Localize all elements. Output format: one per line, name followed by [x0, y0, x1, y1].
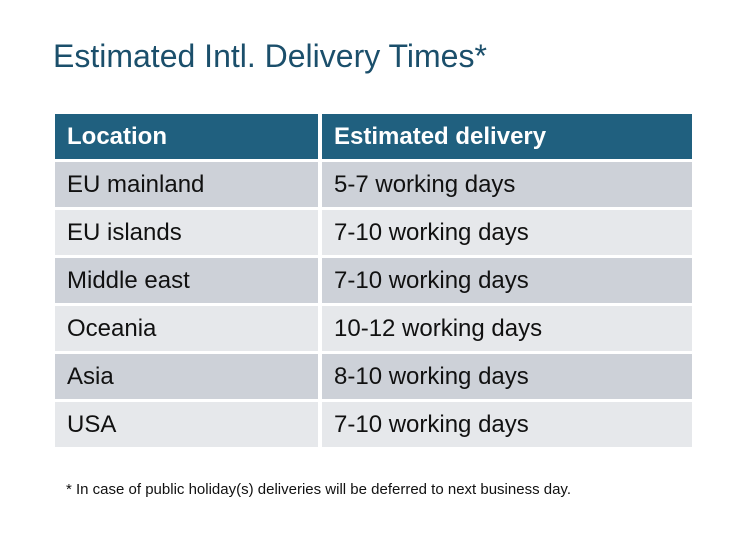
location-cell: Asia	[55, 354, 318, 399]
location-cell: Middle east	[55, 258, 318, 303]
delivery-cell: 5-7 working days	[322, 162, 692, 207]
table-row: EU mainland 5-7 working days	[55, 162, 692, 207]
delivery-cell: 7-10 working days	[322, 402, 692, 447]
page-title: Estimated Intl. Delivery Times*	[53, 38, 487, 74]
table-header-row: Location Estimated delivery	[55, 114, 692, 159]
header-estimated-delivery: Estimated delivery	[322, 114, 692, 159]
delivery-times-table: Location Estimated delivery EU mainland …	[51, 111, 696, 450]
location-cell: EU islands	[55, 210, 318, 255]
table-row: EU islands 7-10 working days	[55, 210, 692, 255]
header-location: Location	[55, 114, 318, 159]
delivery-cell: 8-10 working days	[322, 354, 692, 399]
table-row: Asia 8-10 working days	[55, 354, 692, 399]
footnote: * In case of public holiday(s) deliverie…	[66, 481, 571, 498]
table-row: Oceania 10-12 working days	[55, 306, 692, 351]
delivery-cell: 7-10 working days	[322, 258, 692, 303]
table-row: USA 7-10 working days	[55, 402, 692, 447]
delivery-cell: 10-12 working days	[322, 306, 692, 351]
table-row: Middle east 7-10 working days	[55, 258, 692, 303]
delivery-cell: 7-10 working days	[322, 210, 692, 255]
location-cell: EU mainland	[55, 162, 318, 207]
location-cell: Oceania	[55, 306, 318, 351]
location-cell: USA	[55, 402, 318, 447]
